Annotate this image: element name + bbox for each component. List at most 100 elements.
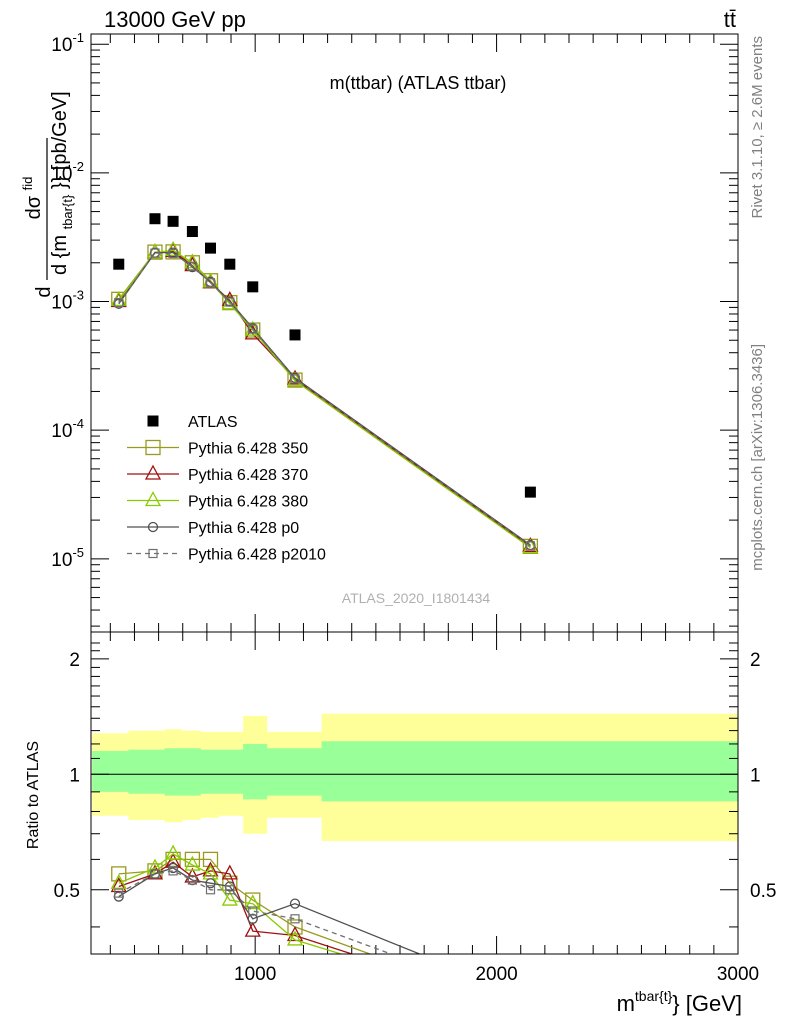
point-p2010 bbox=[168, 248, 178, 259]
point-p2010 bbox=[150, 248, 160, 258]
xlabel-unit: } [GeV] bbox=[672, 991, 742, 1016]
ratio-point-p380 bbox=[286, 930, 304, 946]
ratio-point-p380 bbox=[184, 855, 201, 871]
ratio-point-p380 bbox=[244, 894, 261, 910]
svg-text:d: d bbox=[33, 286, 55, 297]
top-y-tick-label: 10-2 bbox=[51, 159, 84, 185]
inner-band bbox=[92, 741, 738, 802]
legend-label: ATLAS bbox=[188, 414, 238, 431]
mcplots-label: mcplots.cern.ch [arXiv:1306.3436] bbox=[749, 344, 766, 571]
legend-label: Pythia 6.428 350 bbox=[188, 441, 308, 458]
ratio-point-p2010 bbox=[205, 885, 216, 895]
ratio-point-p370 bbox=[221, 864, 238, 880]
ratio-point-p2010 bbox=[168, 866, 178, 876]
x-tick-label: 2000 bbox=[475, 964, 517, 985]
point-atlas bbox=[247, 281, 259, 293]
ratio-point-p350 bbox=[111, 866, 127, 882]
ratio-line-p380 bbox=[118, 853, 344, 954]
point-p2010 bbox=[525, 541, 535, 551]
point-p2010 bbox=[248, 324, 258, 334]
point-p2010 bbox=[290, 374, 300, 384]
ratio-point-p2010 bbox=[150, 869, 160, 879]
ratio-point-p2010 bbox=[187, 875, 197, 885]
ratio-y-tick-label: 0.5 bbox=[54, 881, 80, 902]
legend-item-atlas: ATLAS bbox=[147, 414, 238, 431]
ratio-y-tick-label: 1 bbox=[69, 765, 80, 786]
ratio-plot-border bbox=[90, 631, 739, 955]
ratio-point-p370 bbox=[202, 861, 219, 877]
point-p380 bbox=[164, 240, 182, 256]
ratio-point-p2010 bbox=[526, 1001, 534, 1009]
ratio-y-axis-label: Ratio to ATLAS bbox=[25, 741, 42, 849]
ratio-series-p2010 bbox=[114, 866, 534, 1009]
x-axis-label: mtbar{t}} [GeV] bbox=[617, 988, 742, 1016]
ratio-point-p380 bbox=[523, 1004, 537, 1017]
process-label: tt̄ bbox=[724, 7, 736, 32]
ratio-line-p2010 bbox=[118, 870, 393, 954]
ratio-y-tick-label: 2 bbox=[69, 650, 80, 671]
ratio-series-p350 bbox=[111, 851, 537, 1019]
ratio-series-p380 bbox=[110, 844, 537, 1017]
legend-marker bbox=[147, 521, 159, 533]
x-tick-label: 3000 bbox=[717, 964, 759, 985]
x-axis-ticks: 1000 2000 3000 bbox=[109, 34, 759, 985]
legend: ATLAS Pythia 6.428 350 Pythia 6.428 370 Pyt… bbox=[127, 414, 326, 564]
plot-title: m(ttbar) (ATLAS ttbar) bbox=[330, 73, 507, 93]
ylabel-denominator: d {m tbar{t} }} [pb/GeV] bbox=[49, 91, 77, 275]
point-atlas bbox=[167, 215, 179, 227]
x-tick-label: 1000 bbox=[234, 964, 276, 985]
ratio-y-tick-label-right: 2 bbox=[750, 650, 761, 671]
ratio-point-p350 bbox=[523, 1005, 537, 1019]
point-p2010 bbox=[114, 298, 124, 308]
ratio-y-tick-label-right: 1 bbox=[750, 765, 761, 786]
top-axis-ticks: 10-5 10-4 10-3 10-2 10-1 bbox=[51, 30, 738, 627]
ylabel-close: }} [pb/GeV] bbox=[49, 91, 71, 189]
legend-marker bbox=[144, 464, 162, 480]
ratio-axis-ticks: 0.5 0.5 1 1 2 2 bbox=[54, 642, 776, 928]
series-line-p2010 bbox=[118, 252, 531, 547]
point-atlas bbox=[205, 242, 217, 254]
ylabel-sub: tbar{t} bbox=[60, 194, 75, 229]
ratio-series-group bbox=[110, 844, 537, 1019]
ratio-point-p2010 bbox=[225, 885, 235, 895]
ratio-point-p380 bbox=[146, 858, 164, 874]
ratio-line-p0 bbox=[118, 867, 422, 954]
series-p2010 bbox=[114, 248, 535, 551]
point-atlas bbox=[524, 486, 536, 498]
xlabel-sup: tbar{t} bbox=[635, 988, 673, 1004]
legend-marker bbox=[145, 439, 161, 456]
top-series-group bbox=[110, 213, 539, 555]
ratio-point-p370 bbox=[184, 867, 201, 883]
ylabel-d: d bbox=[33, 286, 55, 297]
legend-item-p2010: Pythia 6.428 p2010 bbox=[127, 547, 326, 564]
ratio-line-p350 bbox=[118, 858, 372, 954]
legend-label: Pythia 6.428 p2010 bbox=[188, 547, 326, 564]
ratio-point-p380 bbox=[221, 890, 238, 906]
ratio-point-p0 bbox=[289, 898, 301, 909]
point-p2010 bbox=[205, 278, 216, 288]
legend-marker bbox=[147, 415, 159, 427]
ratio-point-p350 bbox=[287, 919, 303, 935]
rivet-version-label: Rivet 3.1.10, ≥ 2.6M events bbox=[749, 36, 766, 219]
top-y-tick-label: 10-4 bbox=[51, 416, 84, 442]
legend-item-p0: Pythia 6.428 p0 bbox=[127, 520, 299, 537]
ratio-y-tick-label-right: 0.5 bbox=[750, 881, 776, 902]
point-atlas bbox=[289, 329, 301, 341]
legend-item-p370: Pythia 6.428 370 bbox=[127, 464, 308, 484]
ratio-point-p380 bbox=[110, 873, 127, 889]
ratio-point-p350 bbox=[184, 851, 201, 868]
legend-item-p350: Pythia 6.428 350 bbox=[127, 439, 308, 458]
legend-item-p380: Pythia 6.428 380 bbox=[127, 491, 308, 511]
ratio-point-p370 bbox=[244, 921, 261, 937]
top-y-tick-label: 10-3 bbox=[51, 288, 84, 314]
energy-label: 13000 GeV pp bbox=[104, 7, 246, 32]
top-y-tick-label: 10-1 bbox=[51, 30, 84, 56]
analysis-id: ATLAS_2020_I1801434 bbox=[342, 590, 491, 606]
legend-marker bbox=[144, 491, 162, 507]
ratio-uncertainty-bands bbox=[92, 713, 738, 841]
ratio-point-p370 bbox=[523, 1004, 537, 1017]
point-atlas bbox=[149, 213, 161, 225]
ratio-point-p2010 bbox=[114, 888, 124, 898]
xlabel-main: m bbox=[617, 991, 635, 1016]
